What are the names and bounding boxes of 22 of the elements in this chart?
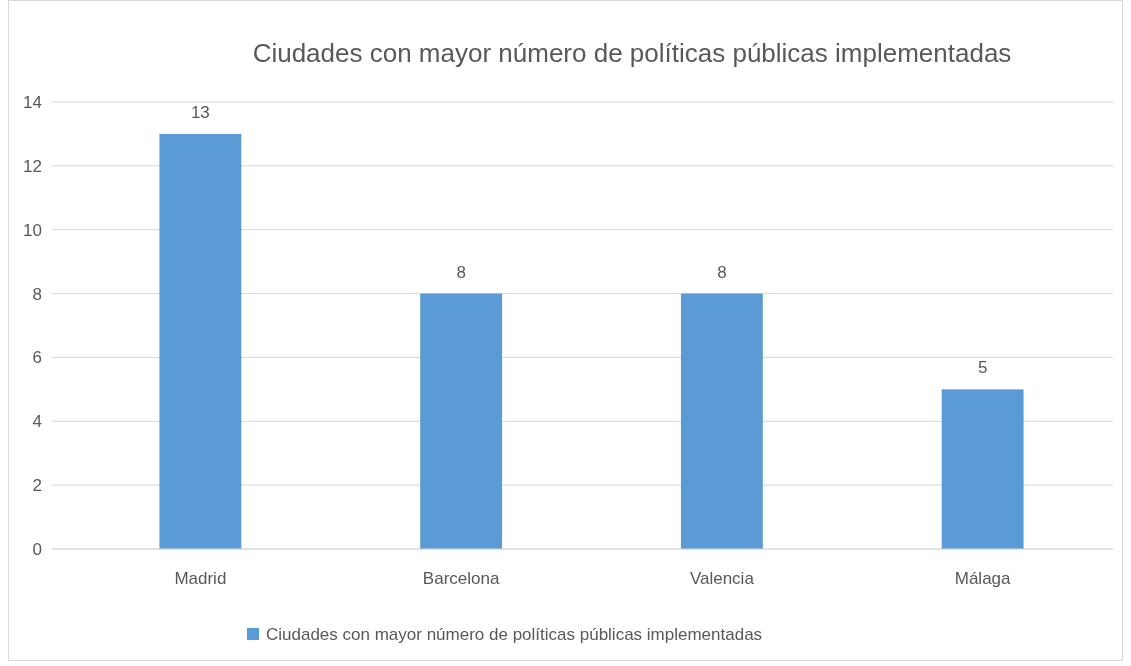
x-tick-label: Málaga [954, 569, 1012, 589]
data-label: 5 [977, 358, 988, 378]
y-tick-label: 14 [23, 92, 42, 112]
x-tick-label: Valencia [689, 569, 755, 589]
x-tick-label: Madrid [174, 569, 227, 589]
bar [420, 293, 503, 549]
chart-title: Ciudades con mayor número de políticas públicas implementadas [252, 38, 1012, 68]
y-tick-label: 6 [32, 348, 42, 368]
y-tick-label: 8 [32, 284, 42, 304]
y-tick-label: 12 [23, 156, 42, 176]
bar [159, 133, 242, 549]
data-label: 8 [456, 262, 466, 282]
y-tick-label: 4 [32, 412, 42, 432]
x-tick-label: Barcelona [422, 569, 500, 589]
y-tick-label: 2 [32, 476, 42, 496]
data-label: 13 [190, 102, 210, 122]
data-label: 8 [717, 262, 727, 282]
legend-label: Ciudades con mayor número de políticas públicas implementadas [266, 625, 763, 644]
bar [941, 389, 1024, 549]
y-tick-label: 10 [23, 220, 42, 240]
y-tick-label: 0 [32, 539, 42, 559]
bar [680, 293, 763, 549]
